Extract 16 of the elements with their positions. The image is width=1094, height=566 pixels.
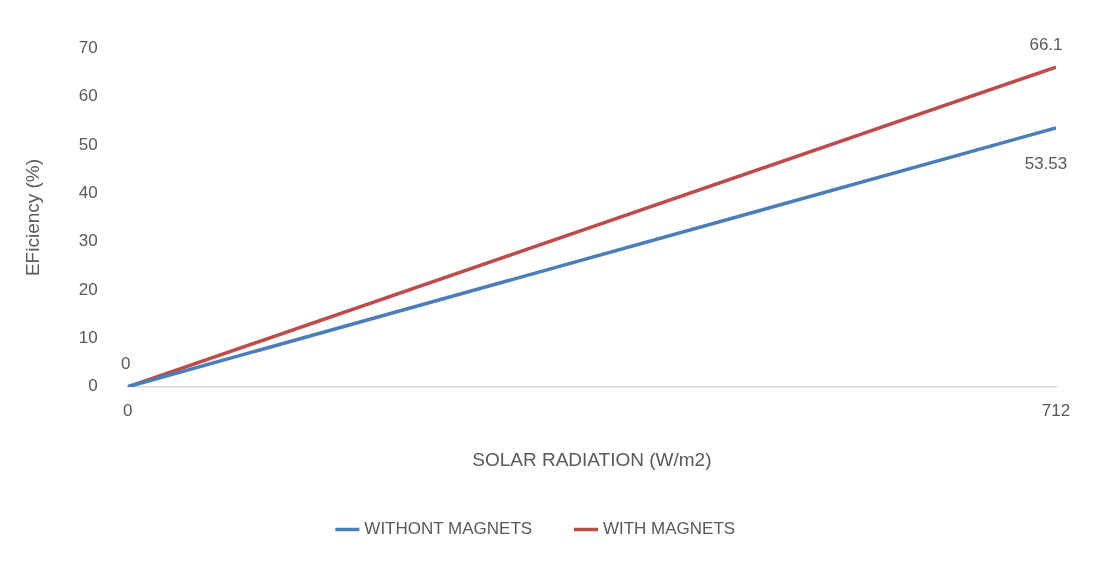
data-label: 0 <box>120 354 131 374</box>
y-tick-label: 20 <box>78 279 98 299</box>
y-tick-label: 10 <box>78 328 98 348</box>
x-axis-title: SOLAR RADIATION (W/m2) <box>472 448 712 470</box>
y-tick-label: 50 <box>78 134 98 154</box>
y-tick-label: 40 <box>78 183 98 202</box>
y-tick-label: 30 <box>78 231 98 251</box>
y-tick-label: 70 <box>78 37 98 57</box>
x-tick-label: 712 <box>1041 400 1071 420</box>
y-tick-label: 0 <box>88 376 98 396</box>
legend-label: WITH MAGNETS <box>602 519 736 539</box>
legend-label: WITHONT MAGNETS <box>364 519 533 539</box>
y-axis-title: EFiciency (%) <box>21 158 43 277</box>
data-label: 66.1 <box>1029 34 1063 54</box>
data-label: 53.53 <box>1024 153 1068 173</box>
y-tick-label: 60 <box>78 86 98 106</box>
